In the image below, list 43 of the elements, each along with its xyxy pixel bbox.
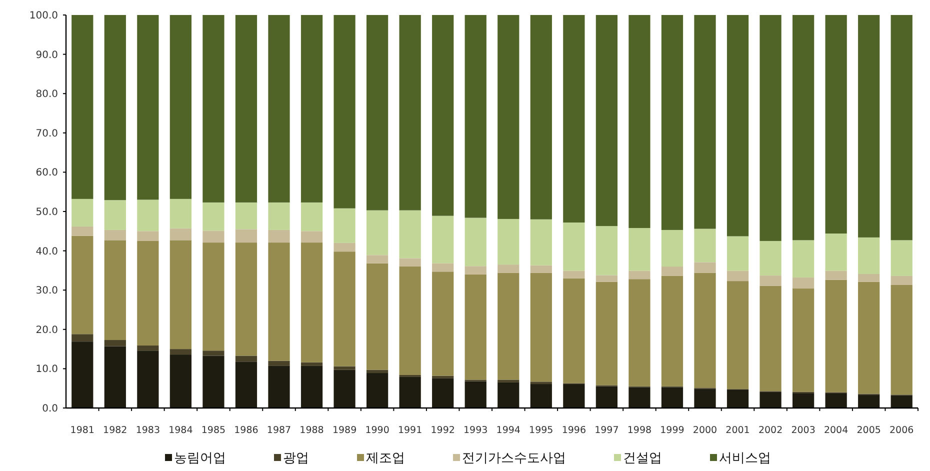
x-tick-label: 1999 bbox=[660, 425, 684, 436]
x-tick-label: 2006 bbox=[890, 425, 914, 436]
x-tick-label: 1984 bbox=[168, 425, 193, 436]
x-tick-label: 1985 bbox=[201, 425, 226, 436]
y-tick-label: 20.0 bbox=[36, 324, 58, 336]
legend-label: 건설업 bbox=[623, 451, 662, 466]
x-tick-label: 1990 bbox=[365, 425, 390, 436]
legend-label: 광업 bbox=[283, 451, 309, 466]
x-tick-label: 1995 bbox=[529, 425, 554, 436]
y-tick-label: 90.0 bbox=[36, 50, 58, 61]
x-tick-label: 1989 bbox=[332, 425, 357, 436]
x-tick-label: 1996 bbox=[562, 425, 586, 436]
x-tick-label: 2000 bbox=[692, 425, 718, 436]
y-tick-label: 60.0 bbox=[36, 168, 58, 179]
x-tick-label: 1993 bbox=[464, 425, 488, 436]
x-tick-label: 1986 bbox=[234, 425, 258, 436]
y-tick-label: 0.0 bbox=[42, 404, 58, 414]
y-tick-label: 30.0 bbox=[36, 286, 58, 297]
legend-label: 농림어업 bbox=[174, 451, 226, 466]
x-tick-label: 2002 bbox=[758, 425, 783, 436]
legend-label: 제조업 bbox=[366, 451, 405, 466]
y-tick-label: 80.0 bbox=[36, 89, 58, 100]
legend-label: 전기가스수도사업 bbox=[462, 451, 566, 466]
legend-label: 서비스업 bbox=[719, 451, 771, 466]
y-tick-label: 100.0 bbox=[29, 10, 58, 22]
x-tick-label: 2003 bbox=[791, 425, 816, 436]
y-tick-label: 50.0 bbox=[36, 207, 58, 218]
x-tick-label: 1981 bbox=[70, 425, 94, 436]
x-tick-label: 1994 bbox=[496, 425, 520, 436]
x-tick-label: 2004 bbox=[824, 425, 848, 436]
y-tick-label: 10.0 bbox=[36, 364, 58, 376]
x-tick-label: 1987 bbox=[266, 425, 292, 436]
x-tick-label: 1991 bbox=[398, 425, 422, 436]
y-tick-label: 70.0 bbox=[36, 128, 58, 140]
x-tick-label: 1988 bbox=[300, 425, 324, 436]
x-tick-label: 1997 bbox=[594, 425, 619, 436]
x-tick-label: 2001 bbox=[726, 425, 750, 436]
x-tick-label: 1983 bbox=[136, 425, 160, 436]
x-tick-label: 1982 bbox=[103, 425, 128, 436]
y-tick-label: 40.0 bbox=[36, 246, 58, 258]
x-tick-label: 1998 bbox=[627, 425, 652, 436]
x-tick-label: 2005 bbox=[856, 425, 881, 436]
x-tick-label: 1992 bbox=[430, 425, 455, 436]
